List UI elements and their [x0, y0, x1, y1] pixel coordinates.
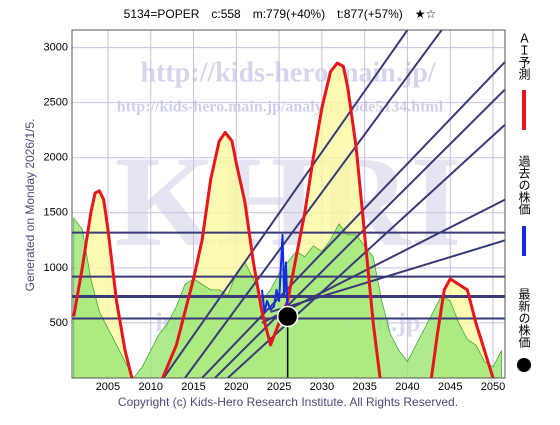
prediction-line: [72, 61, 495, 378]
plot-frame: [71, 29, 506, 379]
chart-title: 5134=POPER c:558 m:779(+40%) t:877(+57%)…: [124, 7, 437, 21]
footer: Copyright (c) Kids-Hero Research Institu…: [118, 395, 458, 409]
legend-label: 過去の株価: [517, 155, 531, 215]
x-tick-label: 2005: [96, 381, 120, 393]
trend-line: [201, 61, 505, 378]
watermark: http://kids-hero.main.jp/: [140, 57, 436, 88]
plot-area: http://kids-hero.main.jp/http://kids-her…: [72, 30, 505, 378]
x-tick-label: 2030: [310, 381, 334, 393]
legend-label: 最新の株価: [517, 288, 531, 348]
y-tick-label: 2500: [44, 97, 68, 109]
x-tick-label: 2040: [395, 381, 419, 393]
trend-line: [214, 88, 505, 378]
y-tick-label: 500: [50, 317, 68, 329]
x-tick-label: 2035: [352, 381, 376, 393]
legend-label: ＡＩ予測: [517, 32, 531, 81]
y-tick-label: 3000: [44, 42, 68, 54]
x-tick-label: 2025: [267, 381, 291, 393]
x-tick-label: 2010: [138, 381, 162, 393]
side-label: Generated on Monday 2026/1/5.: [23, 119, 37, 292]
watermark: http://kids-hero.main.jp/analysis/code51…: [117, 99, 444, 116]
trend-line: [162, 30, 409, 378]
y-tick-label: 2000: [44, 152, 68, 164]
past-price-line: [260, 233, 289, 317]
latest-price-point: [276, 305, 299, 328]
x-tick-label: 2045: [438, 381, 462, 393]
y-tick-label: 1500: [44, 207, 68, 219]
y-tick-label: 1000: [44, 262, 68, 274]
x-tick-label: 2020: [224, 381, 248, 393]
legend-swatch: [517, 358, 531, 372]
x-tick-label: 2015: [181, 381, 205, 393]
trend-line: [270, 239, 505, 313]
x-tick-label: 2050: [481, 381, 505, 393]
trend-line: [184, 30, 443, 378]
